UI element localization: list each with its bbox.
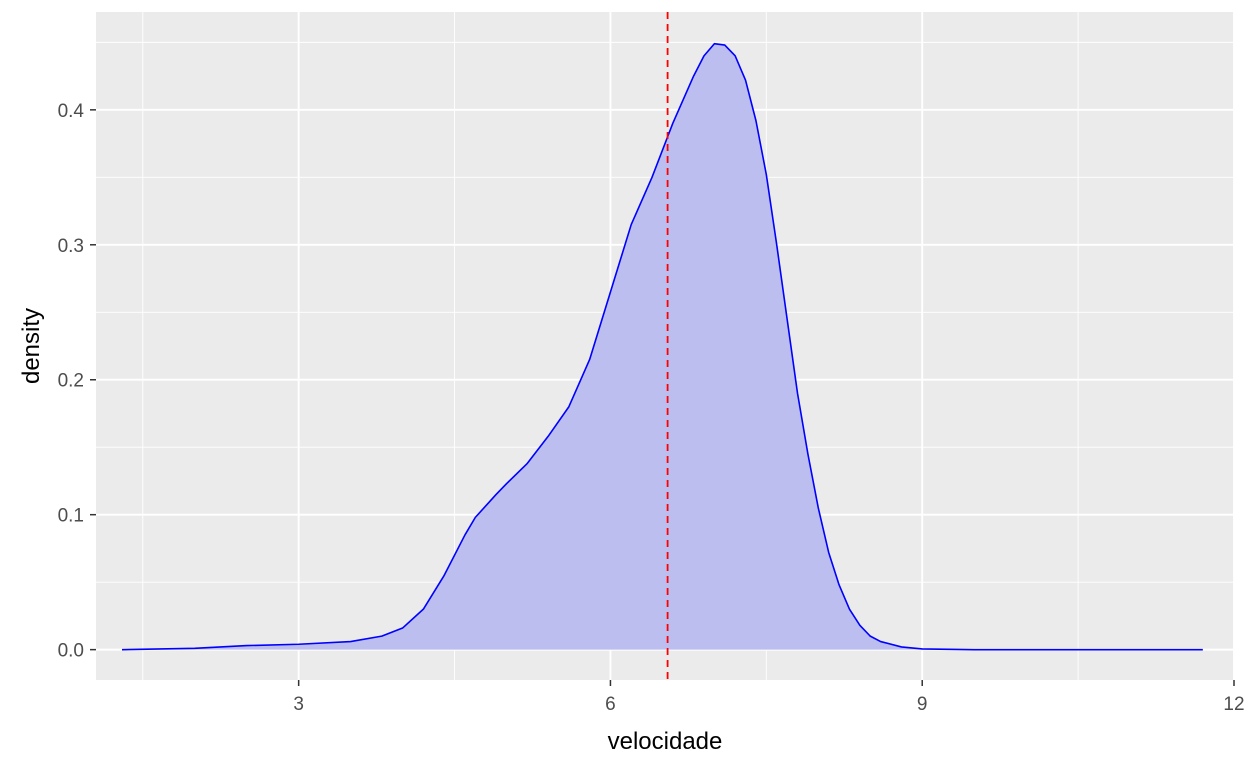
y-axis-title: density <box>18 308 45 384</box>
y-tick-label: 0.3 <box>58 236 84 257</box>
density-series <box>121 42 1203 651</box>
y-tick-label: 0.1 <box>58 506 84 527</box>
x-axis-ticks: 3 6 9 12 <box>293 680 1245 715</box>
y-axis-ticks: 0.0 0.1 0.2 0.3 0.4 <box>58 101 96 662</box>
x-axis-title: velocidade <box>608 728 723 755</box>
density-line <box>121 42 1203 651</box>
y-tick-label: 0.2 <box>58 371 84 392</box>
x-tick-label: 12 <box>1223 694 1244 715</box>
x-tick-label: 3 <box>293 694 304 715</box>
x-tick-label: 9 <box>917 694 928 715</box>
x-tick-label: 6 <box>605 694 616 715</box>
density-area <box>121 43 1203 650</box>
y-tick-label: 0.0 <box>58 641 84 662</box>
y-tick-label: 0.4 <box>58 101 85 122</box>
